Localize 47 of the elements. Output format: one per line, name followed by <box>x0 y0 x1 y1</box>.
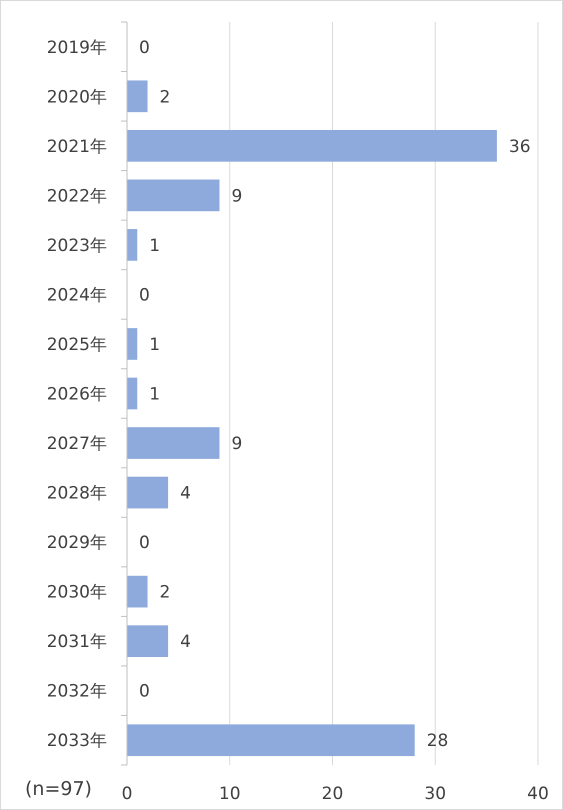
bar <box>127 80 148 112</box>
bar <box>127 180 220 212</box>
data-label: 2 <box>160 87 170 108</box>
data-label: 36 <box>508 136 531 157</box>
y-tick-label: 2025年 <box>46 334 107 355</box>
text: (n=97) <box>25 778 92 800</box>
x-tick-label: 40 <box>527 784 549 804</box>
data-label: 0 <box>139 285 150 306</box>
y-tick-label: 2024年 <box>46 285 107 306</box>
y-tick-label: 2028年 <box>46 484 107 504</box>
y-tick-label: 2026年 <box>46 384 107 404</box>
y-tick-label: 2030年 <box>46 582 107 603</box>
x-tick-label: 10 <box>218 784 241 804</box>
y-tick-label: 2022年 <box>46 186 107 206</box>
bar <box>127 576 148 608</box>
bar <box>127 427 220 459</box>
data-label: 9 <box>231 434 242 454</box>
data-label: 9 <box>231 186 242 206</box>
y-tick-label: 2023年 <box>46 236 107 256</box>
data-label: 0 <box>139 38 150 58</box>
data-label: 1 <box>149 236 160 256</box>
x-tick-label: 20 <box>322 784 344 804</box>
y-tick-label: 2019年 <box>46 38 107 58</box>
y-tick-label: 2033年 <box>46 731 107 752</box>
data-label: 2 <box>160 582 170 603</box>
x-tick-label: 30 <box>424 784 446 804</box>
data-label: 4 <box>180 484 191 504</box>
bar <box>127 328 138 360</box>
y-tick-label: 2027年 <box>46 434 107 454</box>
bar <box>127 724 415 756</box>
x-tick-label: 0 <box>122 784 132 804</box>
y-tick-label: 2031年 <box>46 632 107 652</box>
data-label: 0 <box>139 533 150 554</box>
data-label: 1 <box>149 384 160 404</box>
data-label: 4 <box>180 632 191 652</box>
data-label: 0 <box>139 682 150 702</box>
data-label: 28 <box>426 731 448 752</box>
bar <box>127 130 497 162</box>
y-tick-label: 2032年 <box>46 682 107 702</box>
y-tick-label: 2020年 <box>46 87 107 108</box>
y-tick-label: 2029年 <box>46 533 107 554</box>
bar <box>127 476 168 508</box>
bar <box>127 625 168 658</box>
y-tick-label: 2021年 <box>46 136 107 157</box>
bar <box>127 378 138 410</box>
bar <box>127 229 138 261</box>
data-label: 1 <box>149 334 160 355</box>
